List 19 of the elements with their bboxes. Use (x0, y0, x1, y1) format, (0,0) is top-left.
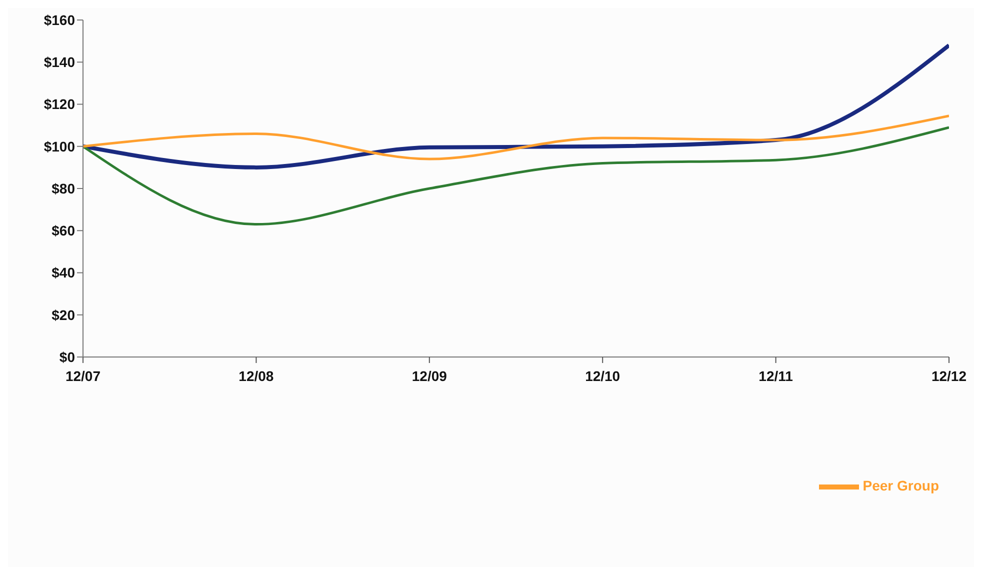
y-tick-label: $80 (52, 180, 76, 196)
y-tick-label: $60 (52, 222, 76, 239)
y-tick-label: $0 (59, 348, 76, 365)
y-tick-label: $100 (44, 138, 76, 154)
x-tick-label: 12/09 (412, 368, 448, 384)
y-tick-label: $140 (44, 54, 76, 70)
x-tick-label: 12/07 (65, 368, 101, 384)
x-tick-label: 12/12 (931, 368, 967, 384)
line-series (83, 114, 949, 160)
y-tick-label: $120 (44, 96, 76, 112)
y-tick-label: $160 (44, 12, 76, 28)
x-tick-label: 12/11 (758, 368, 794, 384)
x-tick-label: 12/08 (238, 368, 274, 384)
y-tick-label: $40 (52, 264, 76, 281)
line-series (83, 43, 949, 170)
y-tick-label: $20 (52, 306, 76, 323)
x-tick-label: 12/10 (585, 368, 620, 384)
line-series (83, 126, 949, 226)
legend-label: Peer Group (862, 478, 939, 494)
